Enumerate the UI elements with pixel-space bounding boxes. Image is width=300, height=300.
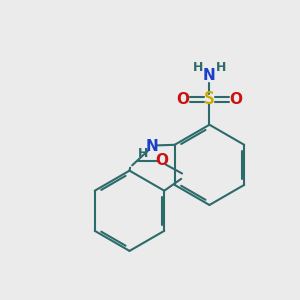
Text: H: H <box>137 147 148 160</box>
Text: H: H <box>216 61 226 74</box>
Text: O: O <box>156 154 169 169</box>
Text: H: H <box>193 61 203 74</box>
Text: O: O <box>230 92 243 107</box>
Text: N: N <box>203 68 216 83</box>
Text: N: N <box>145 139 158 154</box>
Text: O: O <box>176 92 189 107</box>
Text: S: S <box>204 91 215 109</box>
